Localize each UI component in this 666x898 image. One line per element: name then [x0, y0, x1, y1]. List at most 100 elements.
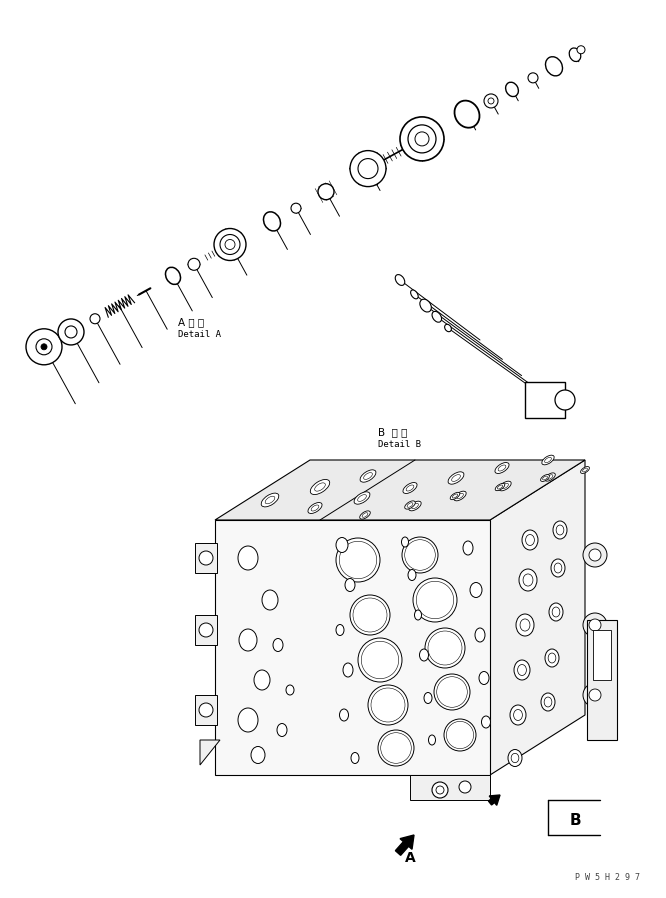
Polygon shape	[200, 740, 220, 765]
Polygon shape	[215, 520, 490, 775]
Ellipse shape	[581, 467, 589, 473]
Ellipse shape	[407, 503, 413, 507]
Ellipse shape	[356, 601, 384, 629]
Text: B  詳 細: B 詳 細	[378, 427, 408, 437]
Ellipse shape	[525, 534, 534, 545]
Ellipse shape	[523, 574, 533, 586]
Ellipse shape	[435, 638, 455, 658]
Ellipse shape	[368, 685, 408, 725]
Polygon shape	[490, 460, 585, 775]
Ellipse shape	[510, 705, 526, 725]
Ellipse shape	[428, 631, 462, 665]
Ellipse shape	[454, 101, 480, 128]
Circle shape	[214, 228, 246, 260]
Ellipse shape	[340, 709, 348, 721]
Ellipse shape	[437, 677, 468, 708]
Ellipse shape	[448, 471, 464, 484]
Ellipse shape	[544, 697, 552, 707]
Ellipse shape	[350, 595, 390, 635]
Ellipse shape	[361, 641, 399, 679]
Circle shape	[589, 619, 601, 631]
Ellipse shape	[273, 638, 283, 652]
Circle shape	[432, 782, 448, 798]
Ellipse shape	[402, 537, 408, 547]
Text: Detail A: Detail A	[178, 330, 221, 339]
Circle shape	[589, 549, 601, 561]
Ellipse shape	[254, 670, 270, 690]
Circle shape	[583, 683, 607, 707]
Circle shape	[528, 73, 538, 83]
Ellipse shape	[362, 513, 368, 517]
Bar	[593, 630, 611, 680]
Ellipse shape	[449, 724, 472, 746]
Ellipse shape	[347, 549, 369, 571]
Ellipse shape	[360, 511, 370, 519]
Ellipse shape	[310, 480, 330, 495]
Ellipse shape	[517, 665, 526, 675]
Ellipse shape	[444, 719, 476, 751]
Ellipse shape	[378, 730, 414, 766]
Ellipse shape	[499, 481, 511, 491]
Ellipse shape	[360, 470, 376, 482]
Ellipse shape	[545, 457, 551, 462]
Ellipse shape	[569, 48, 581, 62]
Circle shape	[459, 781, 471, 793]
Circle shape	[41, 344, 47, 350]
Circle shape	[65, 326, 77, 338]
Circle shape	[199, 703, 213, 717]
Ellipse shape	[336, 624, 344, 636]
Ellipse shape	[520, 619, 530, 631]
Ellipse shape	[378, 695, 398, 715]
Ellipse shape	[314, 483, 325, 491]
Ellipse shape	[548, 653, 556, 663]
Ellipse shape	[408, 569, 416, 580]
Circle shape	[583, 613, 607, 637]
Circle shape	[415, 132, 429, 145]
Ellipse shape	[265, 497, 275, 504]
Ellipse shape	[496, 483, 505, 490]
Ellipse shape	[482, 716, 490, 728]
Ellipse shape	[374, 691, 402, 719]
Ellipse shape	[425, 628, 465, 668]
Bar	[195, 695, 217, 725]
Circle shape	[291, 203, 301, 213]
Circle shape	[36, 339, 52, 355]
Circle shape	[220, 234, 240, 254]
Circle shape	[555, 390, 575, 410]
Ellipse shape	[387, 739, 405, 757]
Ellipse shape	[543, 476, 547, 480]
Circle shape	[436, 786, 444, 794]
Ellipse shape	[554, 563, 562, 573]
Ellipse shape	[360, 605, 380, 625]
Ellipse shape	[556, 525, 564, 535]
Circle shape	[577, 46, 585, 54]
Ellipse shape	[414, 610, 422, 620]
Ellipse shape	[165, 268, 180, 285]
Ellipse shape	[511, 753, 519, 762]
Ellipse shape	[452, 494, 458, 498]
Ellipse shape	[277, 724, 287, 736]
Ellipse shape	[405, 501, 416, 509]
Circle shape	[26, 329, 62, 365]
Circle shape	[90, 313, 100, 324]
Text: A 詳 細: A 詳 細	[178, 317, 204, 327]
Ellipse shape	[551, 559, 565, 577]
Bar	[195, 615, 217, 645]
Ellipse shape	[345, 578, 355, 592]
Ellipse shape	[342, 544, 374, 576]
Ellipse shape	[339, 541, 377, 578]
Ellipse shape	[286, 685, 294, 695]
Ellipse shape	[262, 590, 278, 610]
Ellipse shape	[552, 607, 560, 617]
Ellipse shape	[424, 692, 432, 703]
Circle shape	[318, 184, 334, 199]
Circle shape	[58, 319, 84, 345]
Ellipse shape	[463, 541, 473, 555]
Ellipse shape	[353, 598, 387, 632]
Ellipse shape	[358, 638, 402, 682]
Text: P W 5 H 2 9 7: P W 5 H 2 9 7	[575, 873, 640, 882]
Ellipse shape	[454, 491, 466, 501]
Ellipse shape	[428, 735, 436, 745]
Ellipse shape	[432, 312, 442, 322]
Circle shape	[188, 259, 200, 270]
